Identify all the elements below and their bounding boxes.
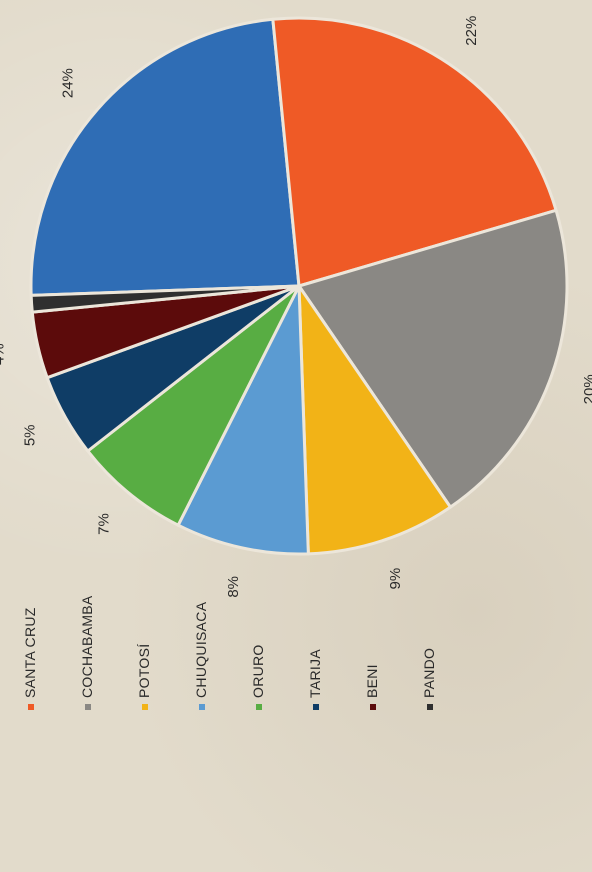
- slice-label-beni: 4%: [0, 343, 8, 365]
- pie-slice-oruro: [86, 284, 301, 527]
- legend-label-tarija: TARIJA: [307, 649, 323, 698]
- slice-label-santa-cruz: 22%: [463, 16, 480, 46]
- pie-slice-santa-cruz: [271, 16, 558, 288]
- slice-label-potos-: 9%: [387, 568, 404, 590]
- pie-slice-cochabamba: [297, 208, 569, 509]
- legend-swatch-beni: [370, 704, 376, 710]
- legend-label-cochabamba: COCHABAMBA: [79, 595, 95, 698]
- legend-swatch-chuquisaca: [199, 704, 205, 710]
- legend-label-santa-cruz: SANTA CRUZ: [22, 607, 38, 698]
- legend-label-beni: BENI: [364, 664, 380, 698]
- slice-label-la-paz: 24%: [59, 68, 76, 98]
- slice-label-pando: 1%: [0, 296, 1, 318]
- pie-slice-potos-: [297, 284, 452, 556]
- legend-label-potos-: POTOSÍ: [136, 644, 152, 698]
- pie-slice-pando: [29, 284, 301, 314]
- pie-slice-la-paz: [29, 17, 301, 297]
- legend-swatch-santa-cruz: [28, 704, 34, 710]
- slice-label-chuquisaca: 8%: [225, 576, 242, 598]
- legend-swatch-pando: [427, 704, 433, 710]
- legend: LA PAZSANTA CRUZCOCHABAMBAPOTOSÍCHUQUISA…: [22, 595, 437, 710]
- legend-swatch-tarija: [313, 704, 319, 710]
- legend-label-pando: PANDO: [421, 648, 437, 698]
- slice-label-oruro: 7%: [96, 513, 113, 535]
- legend-label-oruro: ORURO: [250, 644, 266, 698]
- pie-slices: [29, 16, 569, 556]
- slice-labels: 24% 22% 20% 9% 8% 7% 5% 4% 1%: [0, 16, 592, 598]
- pie-slice-chuquisaca: [176, 284, 310, 556]
- legend-swatch-oruro: [256, 704, 262, 710]
- slice-label-tarija: 5%: [22, 424, 39, 446]
- legend-swatch-cochabamba: [85, 704, 91, 710]
- legend-label-chuquisaca: CHUQUISACA: [193, 601, 209, 698]
- legend-swatch-potos-: [142, 704, 148, 710]
- slice-label-cochabamba: 20%: [581, 374, 592, 404]
